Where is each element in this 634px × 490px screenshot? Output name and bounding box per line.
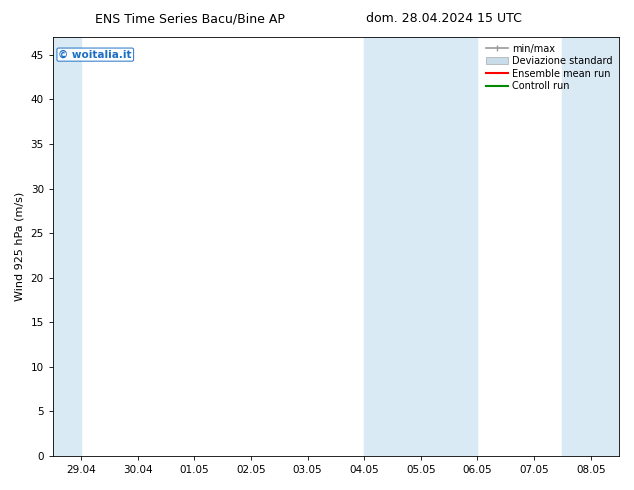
- Legend: min/max, Deviazione standard, Ensemble mean run, Controll run: min/max, Deviazione standard, Ensemble m…: [482, 40, 616, 95]
- Text: © woitalia.it: © woitalia.it: [58, 49, 132, 60]
- Bar: [562, 37, 619, 456]
- Y-axis label: Wind 925 hPa (m/s): Wind 925 hPa (m/s): [15, 192, 25, 301]
- Text: dom. 28.04.2024 15 UTC: dom. 28.04.2024 15 UTC: [366, 12, 522, 25]
- Text: ENS Time Series Bacu/Bine AP: ENS Time Series Bacu/Bine AP: [95, 12, 285, 25]
- Bar: [53, 37, 81, 456]
- Bar: [364, 37, 477, 456]
